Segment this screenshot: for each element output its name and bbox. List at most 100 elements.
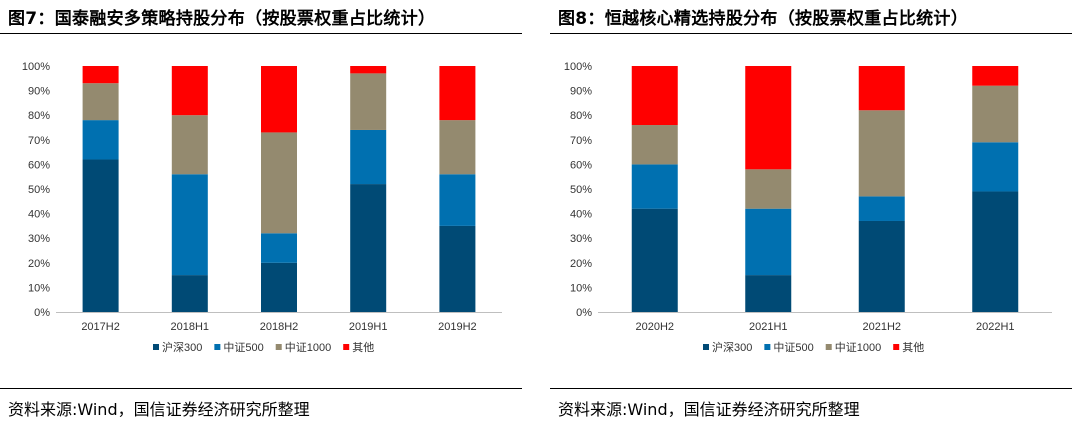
bar-segment-中证500-2018H2	[261, 233, 297, 263]
y-tick-label: 30%	[570, 233, 592, 245]
x-tick-label: 2017H2	[81, 321, 120, 333]
bar-segment-中证500-2020H2	[631, 164, 678, 209]
bar-segment-中证1000-2020H2	[631, 125, 678, 165]
bar-segment-中证1000-2021H1	[745, 169, 792, 209]
legend-swatch	[343, 344, 350, 350]
y-tick-label: 10%	[28, 282, 50, 294]
legend-swatch	[153, 344, 159, 350]
bar-segment-中证1000-2022H1	[972, 85, 1019, 143]
legend-item: 中证500	[214, 341, 264, 354]
legend-item: 其他	[893, 341, 924, 354]
legend-label: 中证1000	[285, 341, 331, 354]
y-tick-label: 50%	[28, 184, 50, 196]
y-tick-label: 70%	[570, 135, 592, 147]
legend-swatch	[764, 344, 771, 350]
figure-8: 图8：恒越核心精选持股分布（按股票权重占比统计） 0% 10% 20% 30% 40% 5…	[550, 0, 1080, 428]
legend-item: 其他	[343, 341, 374, 354]
bar-segment-中证500-2022H1	[972, 142, 1019, 192]
y-tick-label: 0%	[576, 307, 592, 319]
x-tick-label: 2022H1	[976, 321, 1015, 333]
bar-segment-其他-2021H1	[745, 66, 792, 170]
bar-segment-沪深300-2021H1	[745, 275, 792, 312]
source-note: 资料来源:Wind，国信证券经济研究所整理	[8, 400, 310, 419]
figure-title: 图7：国泰融安多策略持股分布（按股票权重占比统计）	[8, 9, 436, 29]
legend-item: 中证1000	[825, 341, 881, 354]
bar-segment-沪深300-2020H2	[631, 208, 678, 312]
legend-label: 中证1000	[835, 341, 881, 354]
y-tick-label: 90%	[570, 86, 592, 98]
legend-swatch	[893, 344, 900, 350]
x-tick-label: 2021H1	[749, 321, 788, 333]
bar-segment-其他-2017H2	[82, 66, 119, 84]
y-tick-label: 40%	[28, 209, 50, 221]
source-rule	[0, 388, 522, 389]
bar-segment-沪深300-2022H1	[972, 191, 1019, 312]
legend-label: 其他	[352, 341, 374, 354]
bar-segment-沪深300-2017H2	[82, 159, 119, 312]
bar-segment-其他-2019H2	[439, 66, 476, 121]
source-note: 资料来源:Wind，国信证券经济研究所整理	[558, 400, 860, 419]
bar-segment-其他-2018H2	[261, 66, 297, 133]
legend-item: 沪深300	[703, 340, 752, 354]
bar-segment-中证500-2017H2	[82, 120, 119, 160]
bar-segment-沪深300-2021H2	[858, 220, 905, 312]
bar-segment-沪深300-2018H1	[171, 275, 208, 312]
x-tick-label: 2018H2	[260, 321, 299, 333]
bar-segment-其他-2018H1	[171, 66, 208, 116]
source-rule	[550, 388, 1072, 389]
bar-segment-中证1000-2018H2	[261, 132, 297, 234]
bar-segment-其他-2022H1	[972, 66, 1019, 86]
y-tick-label: 70%	[28, 135, 50, 147]
bar-segment-其他-2019H1	[350, 66, 387, 74]
legend-label: 中证500	[223, 341, 263, 354]
stacked-bar-chart: 0% 10% 20% 30% 40% 50% 60% 70% 80% 90% 100% 2020H2 2…	[564, 61, 1052, 354]
x-tick-label: 2019H2	[438, 321, 477, 333]
legend-swatch	[214, 344, 221, 350]
legend-label: 其他	[902, 341, 924, 354]
bar-segment-中证1000-2021H2	[858, 110, 905, 197]
y-tick-label: 60%	[570, 159, 592, 171]
x-tick-label: 2020H2	[635, 321, 674, 333]
bar-segment-其他-2021H2	[858, 66, 905, 111]
legend-item: 沪深300	[153, 340, 202, 354]
bar-segment-其他-2020H2	[631, 66, 678, 126]
x-tick-label: 2021H2	[862, 321, 901, 333]
y-tick-label: 0%	[34, 307, 50, 319]
figure-title: 图8：恒越核心精选持股分布（按股票权重占比统计）	[558, 9, 969, 29]
x-tick-label: 2019H1	[349, 321, 388, 333]
legend-item: 中证500	[764, 341, 814, 354]
legend-swatch	[703, 344, 709, 350]
bar-segment-中证500-2019H1	[350, 129, 387, 185]
x-tick-label: 2018H1	[171, 321, 210, 333]
bar-segment-中证1000-2019H2	[439, 120, 476, 175]
legend-label: 沪深300	[712, 340, 752, 354]
bar-segment-沪深300-2019H2	[439, 225, 476, 312]
y-tick-label: 80%	[28, 110, 50, 122]
y-tick-label: 50%	[570, 184, 592, 196]
stacked-bar-chart: 0% 10% 20% 30% 40% 50% 60% 70% 80% 90% 100% 2017H2 2…	[22, 61, 502, 354]
bar-segment-中证500-2021H2	[858, 196, 905, 221]
legend-item: 中证1000	[275, 341, 331, 354]
legend-swatch	[825, 344, 832, 350]
legend-label: 沪深300	[162, 340, 202, 354]
y-tick-label: 100%	[22, 61, 50, 73]
y-tick-label: 100%	[564, 61, 592, 73]
title-rule	[550, 33, 1072, 34]
legend-label: 中证500	[773, 341, 813, 354]
bar-segment-中证500-2018H1	[171, 174, 208, 276]
bar-segment-沪深300-2019H1	[350, 184, 387, 312]
bar-segment-中证500-2019H2	[439, 174, 476, 226]
y-tick-label: 60%	[28, 159, 50, 171]
y-tick-label: 30%	[28, 233, 50, 245]
y-tick-label: 90%	[28, 86, 50, 98]
bar-segment-中证1000-2018H1	[171, 115, 208, 175]
y-tick-label: 80%	[570, 110, 592, 122]
legend-swatch	[275, 344, 282, 350]
bar-segment-中证1000-2019H1	[350, 73, 387, 130]
bar-segment-中证500-2021H1	[745, 208, 792, 276]
y-tick-label: 10%	[570, 282, 592, 294]
y-tick-label: 40%	[570, 209, 592, 221]
figure-7: 图7：国泰融安多策略持股分布（按股票权重占比统计） 0% 10% 20% 30% 40%…	[0, 0, 530, 428]
y-tick-label: 20%	[28, 258, 50, 270]
bar-segment-中证1000-2017H2	[82, 83, 119, 121]
